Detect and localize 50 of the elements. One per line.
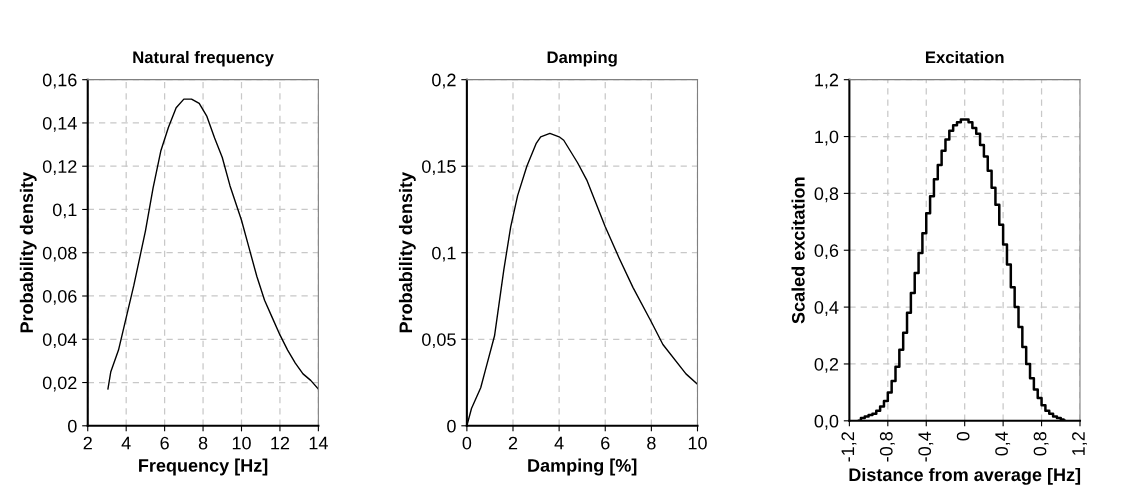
y-tick-label: 1,2 [815,73,839,89]
y-tick-label: 0,0 [814,414,839,430]
x-tick-label: -0,4 [918,431,934,462]
y-axis-title: Probability density [19,172,37,333]
y-tick-label: 0,2 [814,357,839,373]
x-tick-label: 6 [160,436,169,450]
chart-title: Natural frequency [133,50,274,67]
x-tick-label: 0 [462,436,472,450]
x-tick-label: -1,2 [841,432,857,462]
x-tick-label: 2 [83,436,92,450]
y-axis-title: Scaled excitation [791,177,805,324]
y-tick-label: 0,16 [42,73,77,89]
x-axis-title: Damping [%] [528,458,637,476]
x-tick-label: -0,8 [879,432,895,462]
y-tick-label: 0,06 [42,289,77,305]
chart-title: Damping [547,50,617,67]
x-tick-label: 6 [601,436,610,450]
x-tick-label: 4 [121,436,131,450]
x-tick-label: 10 [688,436,707,450]
y-tick-label: 1,0 [815,130,839,146]
x-axis-title: Frequency [Hz] [139,458,268,476]
y-tick-label: 0,4 [814,301,839,316]
y-tick-label: 0 [68,419,77,433]
y-tick-label: 0,8 [814,187,839,203]
x-tick-label: 1,2 [1072,432,1087,455]
y-tick-label: 0,14 [42,116,77,132]
x-tick-label: 0,4 [995,431,1011,456]
x-tick-label: 0,8 [1033,432,1049,456]
x-tick-label: 8 [198,436,208,450]
y-tick-label: 0,12 [42,160,77,176]
y-tick-label: 0,6 [814,244,839,260]
y-tick-label: 0,02 [42,376,77,392]
x-tick-label: 2 [508,436,518,450]
y-tick-label: 0,2 [432,73,456,89]
x-tick-label: 0 [956,431,970,441]
y-tick-label: 0 [447,419,456,433]
y-tick-label: 0,1 [432,246,456,262]
y-tick-label: 0,1 [52,203,77,219]
x-tick-label: 14 [309,436,328,450]
x-tick-label: 10 [232,436,251,450]
x-axis-title: Distance from average [Hz] [849,467,1081,485]
y-tick-label: 0,15 [422,160,456,176]
y-tick-label: 0,05 [422,333,456,349]
chart-title: Excitation [925,50,1004,64]
x-tick-label: 8 [647,436,656,450]
y-tick-label: 0,04 [42,333,77,349]
y-axis-title: Probability density [398,172,416,333]
y-tick-label: 0,08 [42,246,77,262]
x-tick-label: 4 [554,436,564,450]
x-tick-label: 12 [271,436,290,450]
